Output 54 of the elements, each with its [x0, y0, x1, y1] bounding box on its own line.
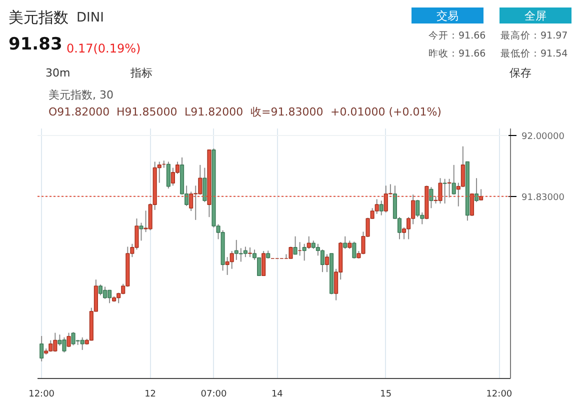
candlestick [306, 236, 311, 250]
candlestick [288, 246, 293, 259]
x-tick-label: 12:00 [28, 390, 55, 400]
candlestick [320, 249, 325, 273]
candlestick [40, 336, 44, 362]
text: 91.83 [8, 34, 62, 54]
y-tick-label: 92.00000 [522, 132, 565, 142]
text: 指标 [130, 66, 152, 80]
chart-subtitle: DINI [76, 10, 104, 26]
candlestick [139, 222, 144, 242]
candlestick [474, 178, 479, 203]
candlestick [293, 236, 298, 256]
x-tick-label: 12:00 [486, 390, 512, 400]
text: 全屏 [524, 10, 546, 22]
candlestick [302, 243, 306, 262]
candlestick [460, 146, 465, 188]
text: 美元指数, 30 [48, 88, 114, 102]
x-tick-label: 15 [380, 390, 392, 400]
candlestick [429, 186, 434, 209]
candlestick [202, 167, 207, 203]
text: 今开：91.66 [428, 30, 486, 42]
text: 收=91.83000 [250, 106, 324, 118]
candlestick [343, 236, 348, 250]
text: 昨收：91.66 [428, 48, 486, 60]
candlestick [80, 336, 84, 350]
text: 30m [46, 66, 70, 80]
text: 最高价：91.97 [500, 30, 568, 42]
text: 0.17(0.19%) [66, 42, 141, 56]
x-tick-label: 14 [271, 390, 284, 400]
candlestick [324, 254, 330, 273]
candlestick [416, 199, 420, 218]
candlestick [452, 164, 456, 196]
candlestick [442, 178, 447, 204]
text: 保存 [510, 66, 532, 80]
chart-title: 美元指数 [8, 8, 68, 26]
text: H91.85000 [116, 106, 178, 118]
x-tick-label: 07:00 [200, 390, 227, 400]
candlestick [98, 284, 103, 296]
candlestick [248, 246, 252, 258]
text: L91.82000 [184, 106, 244, 118]
text: 最低价：91.54 [500, 48, 568, 60]
candlestick [166, 161, 170, 189]
candlestick [230, 250, 234, 270]
candlestick [66, 332, 71, 348]
text: +0.01000 (+0.01%) [330, 106, 442, 118]
y-tick-label: 91.83000 [522, 192, 565, 203]
candlestick [102, 286, 108, 300]
candlestick [352, 241, 356, 259]
text: 交易 [436, 10, 458, 22]
candlestick [262, 250, 266, 276]
x-tick-label: 12 [144, 390, 156, 400]
candlestick [379, 200, 384, 216]
text: O91.82000 [48, 106, 110, 118]
candlestick [243, 246, 248, 258]
